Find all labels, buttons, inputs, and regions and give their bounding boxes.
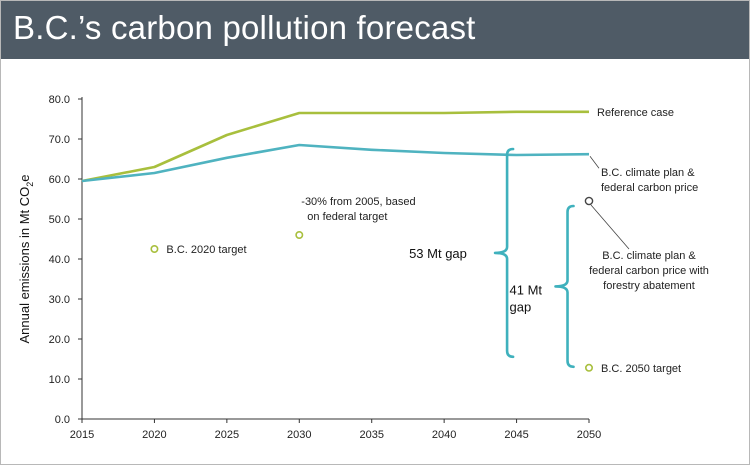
x-tick-label: 2040 [432,429,456,441]
gap-53-label: 53 Mt gap [409,246,467,261]
forestry-abatement-point [584,196,594,206]
x-tick-label: 2020 [142,429,166,441]
federal-target-label: -30% from 2005, based [301,196,415,208]
bc-2050-target-label: B.C. 2050 target [601,363,681,375]
forestry-abatement-leader [590,204,630,250]
gap-41-label: gap [510,299,532,314]
reference-case-label: Reference case [597,107,674,119]
y-tick-label: 50.0 [49,214,70,226]
forestry-abatement-label: B.C. climate plan & [602,250,696,262]
bc-2050-target-point [584,363,593,372]
forestry-abatement-label: forestry abatement [603,280,695,292]
climate-plan-label: federal carbon price [601,182,698,194]
x-tick-label: 2045 [504,429,528,441]
federal-target-label: on federal target [307,211,387,223]
climate-plan-line [81,143,590,183]
y-tick-label: 10.0 [49,374,70,386]
x-tick-label: 2030 [287,429,311,441]
climate-plan-label: B.C. climate plan & [601,167,695,179]
gap-53-brace [493,147,515,359]
x-tick-label: 2050 [577,429,601,441]
reference-case-line [81,110,589,183]
title-bar: B.C.’s carbon pollution forecast [1,1,749,59]
gap-41-brace [554,204,575,369]
x-tick-label: 2015 [70,429,94,441]
y-tick-label: 30.0 [49,294,70,306]
federal-target-point [295,231,304,240]
bc-2020-target-label: B.C. 2020 target [166,244,246,256]
y-tick-label: 20.0 [49,334,70,346]
bc-2020-target-point [150,245,159,254]
forestry-abatement-label: federal carbon price with [589,265,709,277]
gap-41-label: 41 Mt [510,282,543,297]
y-tick-label: 60.0 [49,174,70,186]
x-tick-label: 2035 [359,429,383,441]
y-tick-label: 80.0 [49,94,70,106]
climate-plan-leader [589,155,600,169]
y-tick-label: 0.0 [55,414,70,426]
x-tick-label: 2025 [215,429,239,441]
y-tick-label: 40.0 [49,254,70,266]
y-tick-label: 70.0 [49,134,70,146]
y-axis-label: Annual emissions in Mt CO2e [17,174,35,343]
slide-title: B.C.’s carbon pollution forecast [13,9,476,46]
